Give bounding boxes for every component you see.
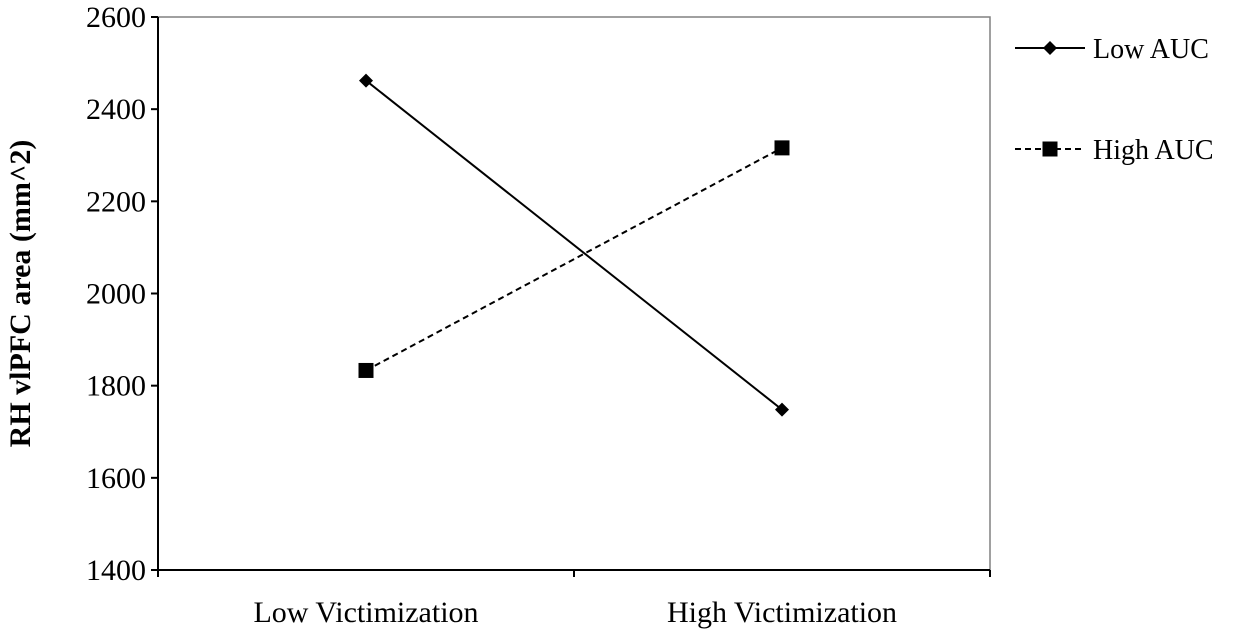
legend-label: High AUC bbox=[1093, 135, 1214, 166]
legend-item: Low AUC bbox=[1015, 34, 1209, 65]
y-tick-label: 1400 bbox=[86, 554, 146, 587]
series-line bbox=[365, 79, 783, 411]
series-low-auc bbox=[359, 73, 789, 417]
legend: Low AUC High AUC bbox=[1015, 34, 1214, 166]
legend-marker-swatch bbox=[1042, 141, 1058, 157]
data-point-marker bbox=[359, 73, 373, 88]
y-tick-label: 2000 bbox=[86, 278, 146, 311]
y-tick-label: 2400 bbox=[86, 93, 146, 126]
y-tick-label: 2600 bbox=[86, 1, 146, 34]
series-line bbox=[365, 146, 783, 372]
y-tick-label: 2200 bbox=[86, 185, 146, 218]
y-axis-title: RH vlPFC area (mm^2) bbox=[4, 140, 37, 448]
y-tick-label: 1600 bbox=[86, 462, 146, 495]
data-point-marker bbox=[775, 402, 789, 417]
series-high-auc bbox=[358, 140, 790, 378]
legend-label: Low AUC bbox=[1093, 34, 1209, 65]
legend-item: High AUC bbox=[1015, 135, 1214, 166]
y-tick-label: 1800 bbox=[86, 370, 146, 403]
plot-area-border bbox=[157, 16, 991, 571]
data-point-marker bbox=[358, 362, 374, 378]
series-layer bbox=[358, 73, 790, 417]
x-category-label: High Victimization bbox=[667, 596, 897, 629]
legend-marker-swatch bbox=[1043, 41, 1057, 55]
x-category-label: Low Victimization bbox=[253, 596, 478, 629]
x-axis: Low Victimization High Victimization bbox=[157, 569, 991, 629]
data-point-marker bbox=[774, 140, 790, 156]
y-axis: 1400 1600 1800 2000 2200 2400 2600 bbox=[86, 1, 159, 587]
